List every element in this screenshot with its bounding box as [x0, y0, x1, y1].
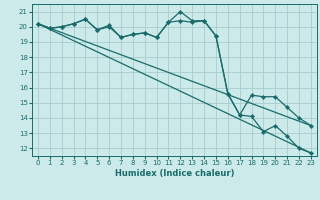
X-axis label: Humidex (Indice chaleur): Humidex (Indice chaleur) [115, 169, 234, 178]
